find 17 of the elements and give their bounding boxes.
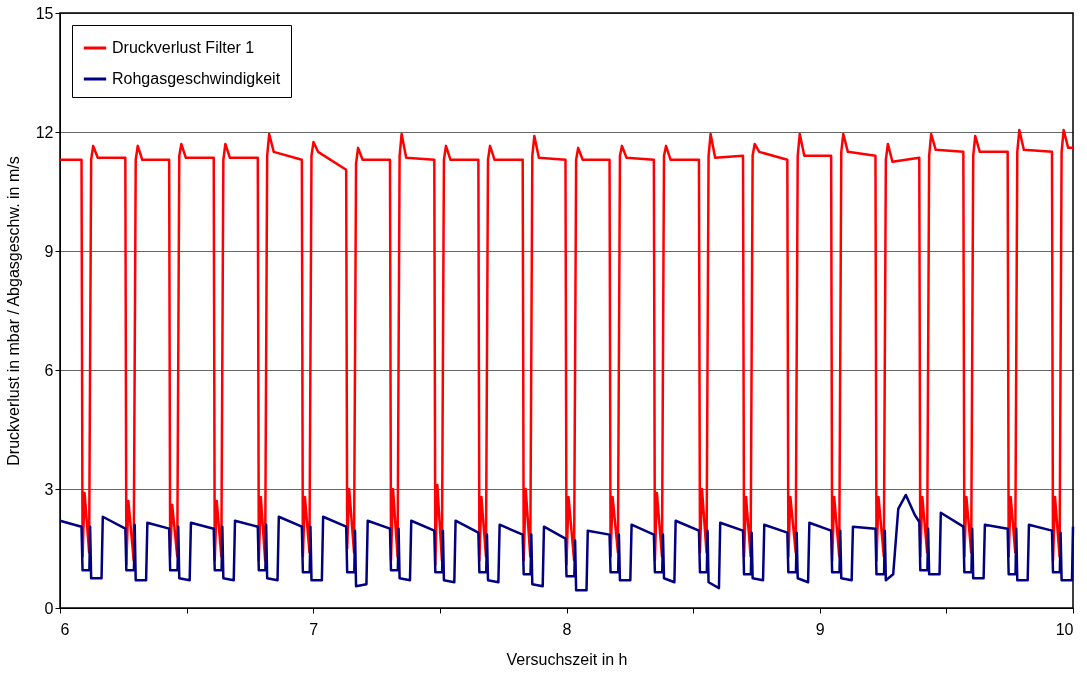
y-tick-label: 3 [44, 480, 54, 498]
y-tick-label: 9 [44, 242, 54, 260]
y-axis-title: Druckverlust in mbar / Abgasgeschw. in m/s [4, 156, 22, 466]
y-tick-label: 12 [35, 123, 54, 141]
x-tick-label: 7 [309, 620, 319, 638]
legend-label: Druckverlust Filter 1 [112, 39, 255, 56]
x-tick-label: 6 [60, 620, 70, 638]
y-tick-label: 0 [44, 599, 54, 617]
legend-label: Rohgasgeschwindigkeit [112, 70, 281, 87]
x-axis-title: Versuchszeit in h [506, 650, 628, 668]
y-tick-label: 15 [35, 4, 54, 22]
line-series [58, 493, 1075, 592]
x-tick-label: 8 [562, 620, 572, 638]
x-tick-label: 9 [815, 620, 825, 638]
y-tick-label: 6 [44, 361, 54, 379]
line-series [58, 128, 1075, 566]
x-tick-label: 10 [1055, 620, 1074, 638]
